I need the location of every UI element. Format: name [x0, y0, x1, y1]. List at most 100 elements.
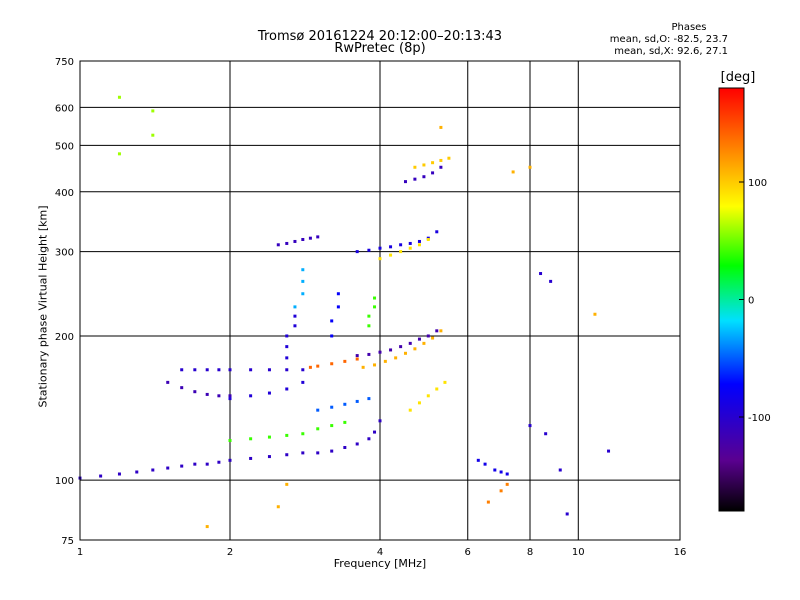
data-point	[336, 305, 340, 309]
chart-subtitle: RwPretec (8p)	[334, 41, 426, 56]
data-point	[205, 392, 209, 396]
data-point	[285, 387, 289, 391]
data-point	[217, 394, 221, 398]
data-point	[301, 237, 305, 241]
data-point	[399, 345, 403, 349]
data-point	[431, 161, 435, 165]
data-point	[285, 241, 289, 245]
data-point	[293, 305, 297, 309]
data-points	[78, 95, 611, 529]
data-point	[558, 468, 562, 472]
data-point	[389, 348, 393, 352]
data-point	[249, 368, 253, 372]
colorbar-ticks: 100 0 -100	[739, 178, 771, 424]
data-point	[228, 368, 232, 372]
phase-stats: Phases mean, sd,O: -82.5, 23.7 mean, sd,…	[560, 22, 728, 58]
data-point	[399, 243, 403, 247]
data-point	[422, 175, 426, 179]
x-tick-label: 10	[572, 547, 585, 558]
data-point	[205, 525, 209, 529]
data-point	[330, 362, 334, 366]
data-point	[343, 402, 347, 406]
data-point	[435, 387, 439, 391]
data-point	[205, 462, 209, 466]
data-point	[549, 279, 553, 283]
data-point	[343, 359, 347, 363]
data-point	[367, 437, 371, 441]
data-point	[336, 292, 340, 296]
data-point	[330, 334, 334, 338]
data-point	[316, 235, 320, 239]
data-point	[301, 451, 305, 455]
phase-stats-header: Phases	[671, 22, 707, 33]
data-point	[330, 405, 334, 409]
data-point	[193, 368, 197, 372]
data-point	[399, 250, 403, 254]
data-point	[99, 474, 103, 478]
data-point	[166, 380, 170, 384]
data-point	[330, 319, 334, 323]
data-point	[276, 243, 280, 247]
data-point	[228, 458, 232, 462]
data-point	[180, 464, 184, 468]
data-point	[355, 354, 359, 358]
data-point	[408, 408, 412, 412]
data-point	[413, 347, 417, 351]
y-tick-label: 500	[55, 141, 74, 152]
data-point	[285, 345, 289, 349]
data-point	[476, 458, 480, 462]
data-point	[493, 468, 497, 472]
data-point	[267, 368, 271, 372]
data-point	[426, 334, 430, 338]
data-point	[267, 435, 271, 439]
data-point	[301, 292, 305, 296]
grid	[80, 61, 680, 540]
data-point	[285, 356, 289, 360]
data-point	[343, 420, 347, 424]
data-point	[330, 449, 334, 453]
data-point	[528, 424, 532, 428]
data-point	[403, 180, 407, 184]
data-point	[373, 296, 377, 300]
data-point	[403, 351, 407, 355]
data-point	[249, 456, 253, 460]
data-point	[439, 125, 443, 129]
data-point	[505, 472, 509, 476]
data-point	[383, 359, 387, 363]
colorbar-tick-label: 0	[748, 296, 754, 307]
data-point	[422, 341, 426, 345]
x-tick-label: 6	[465, 547, 471, 558]
x-tick-label: 1	[77, 547, 83, 558]
data-point	[308, 236, 312, 240]
data-point	[316, 364, 320, 368]
data-point	[417, 337, 421, 341]
data-point	[389, 245, 393, 249]
data-point	[373, 305, 377, 309]
data-point	[499, 489, 503, 493]
data-point	[285, 334, 289, 338]
data-point	[367, 324, 371, 328]
data-point	[413, 177, 417, 181]
plot-frame	[79, 60, 681, 541]
data-point	[435, 329, 439, 333]
data-point	[151, 133, 155, 137]
data-point	[316, 408, 320, 412]
axis-ticks: 1 2 4 6 8 10 16 75 100 200 300 400 500 600 750	[55, 57, 686, 558]
data-point	[276, 505, 280, 509]
data-point	[355, 250, 359, 254]
data-point	[285, 368, 289, 372]
data-point	[301, 268, 305, 272]
data-point	[293, 324, 297, 328]
x-axis-label: Frequency [MHz]	[333, 557, 427, 570]
data-point	[378, 246, 382, 250]
colorbar-label: [deg]	[720, 70, 756, 85]
data-point	[431, 336, 435, 340]
x-tick-label: 4	[377, 547, 383, 558]
data-point	[408, 341, 412, 345]
data-point	[285, 453, 289, 457]
data-point	[439, 329, 443, 333]
data-point	[267, 455, 271, 459]
data-point	[293, 314, 297, 318]
data-point	[389, 253, 393, 257]
